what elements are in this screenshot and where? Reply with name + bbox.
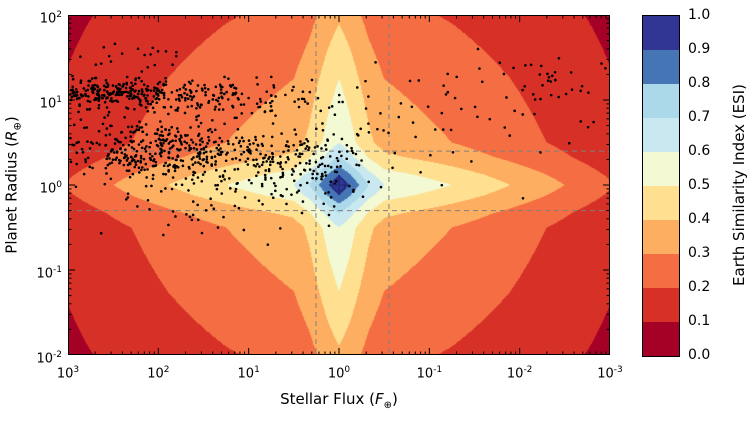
x-tick-label: 10-2: [506, 365, 533, 382]
x-tick-label: 103: [56, 365, 80, 382]
colorbar-tick-label: 0.7: [688, 109, 711, 125]
x-axis-title-text: Stellar Flux (: [280, 390, 375, 408]
x-tick-label: 101: [237, 365, 260, 382]
y-tick-label: 101: [39, 95, 62, 112]
colorbar-segment: [643, 220, 679, 254]
colorbar: [642, 15, 680, 357]
colorbar-segment: [643, 254, 679, 288]
x-axis-symbol: F: [375, 390, 384, 408]
colorbar-title: Earth Similarity Index (ESI): [730, 84, 748, 286]
colorbar-segment: [643, 288, 679, 322]
colorbar-tick-label: 0.0: [688, 347, 711, 363]
colorbar-tick-label: 0.9: [688, 41, 711, 57]
y-tick-label: 102: [39, 10, 62, 27]
contour-plot-canvas: [68, 15, 610, 355]
colorbar-tick-label: 0.5: [688, 177, 711, 193]
x-axis-subscript: ⊕: [383, 400, 393, 411]
y-axis-subscript: ⊕: [12, 122, 24, 131]
colorbar-segment: [643, 16, 679, 50]
colorbar-tick-label: 0.8: [688, 75, 711, 91]
colorbar-tick-label: 1.0: [688, 7, 711, 23]
colorbar-tick-label: 0.1: [688, 313, 711, 329]
colorbar-segment: [643, 322, 679, 356]
colorbar-segment: [643, 50, 679, 84]
x-tick-label: 102: [147, 365, 170, 382]
colorbar-tick-label: 0.3: [688, 245, 711, 261]
colorbar-tick-label: 0.2: [688, 279, 711, 295]
colorbar-segment: [643, 118, 679, 152]
colorbar-segment: [643, 186, 679, 220]
y-tick-label: 100: [39, 180, 62, 197]
y-tick-label: 10-1: [36, 265, 62, 282]
y-tick-label: 10-2: [36, 350, 62, 367]
colorbar-tick-label: 0.6: [688, 143, 711, 159]
x-tick-label: 10-3: [597, 365, 623, 382]
colorbar-segment: [643, 152, 679, 186]
colorbar-tick-label: 0.4: [688, 211, 711, 227]
x-tick-label: 10-1: [416, 365, 443, 382]
colorbar-segment: [643, 84, 679, 118]
y-axis-symbol: R: [2, 130, 21, 141]
colorbar-title-text: Earth Similarity Index (ESI): [730, 84, 748, 286]
x-tick-label: 100: [327, 365, 351, 382]
x-axis-title-suffix: ): [392, 390, 398, 408]
y-axis-title-suffix: ): [2, 116, 21, 123]
x-axis-title: Stellar Flux (F⊕): [68, 390, 610, 411]
